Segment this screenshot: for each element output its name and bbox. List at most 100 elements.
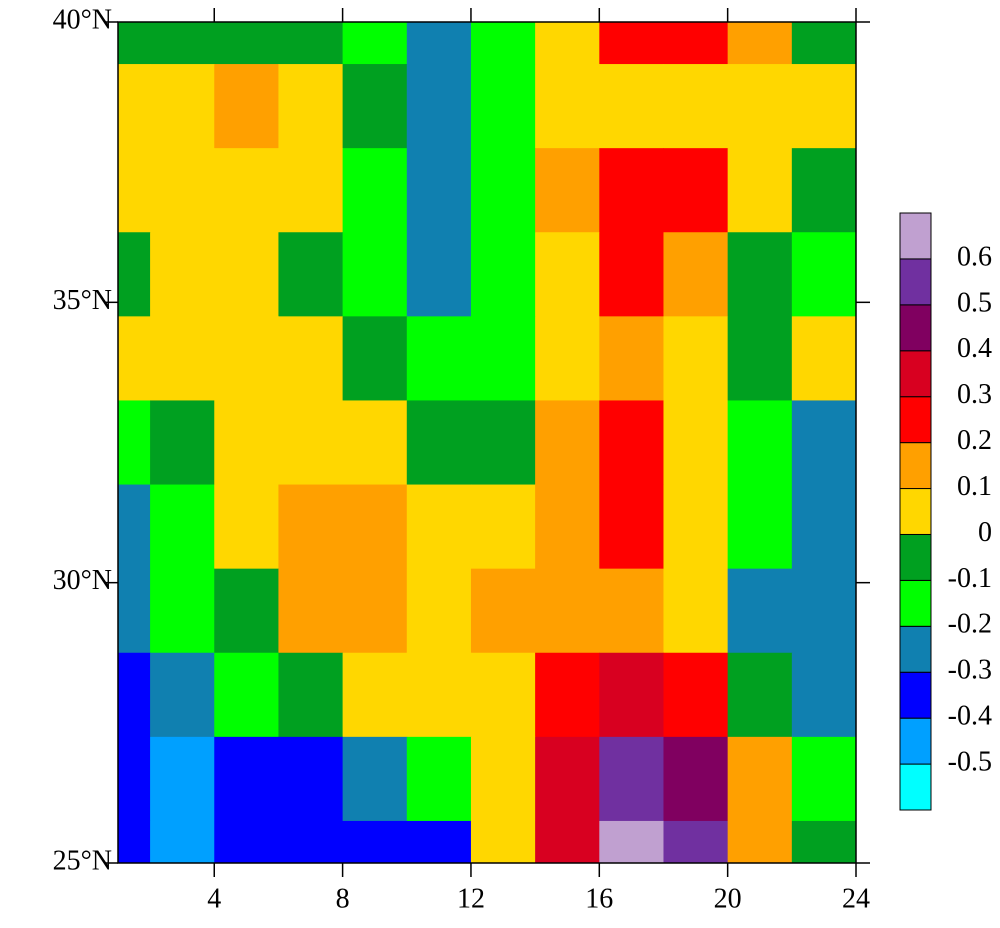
contour-cell	[791, 148, 856, 233]
contour-cell	[470, 568, 536, 654]
contour-cell	[599, 484, 664, 570]
x-tick-label: 4	[207, 883, 221, 914]
contour-cell	[118, 22, 151, 65]
contour-cell	[150, 820, 215, 863]
contour-cell	[406, 484, 472, 570]
contour-cell	[342, 64, 408, 149]
x-tick-label: 8	[336, 883, 350, 914]
contour-cell	[406, 64, 472, 149]
contour-cell	[727, 316, 793, 401]
colorbar-label: 0.1	[957, 471, 992, 502]
contour-cell	[663, 652, 729, 738]
contour-cell	[214, 736, 279, 822]
y-tick-label: 30°N	[53, 565, 112, 596]
contour-cell	[470, 316, 536, 401]
contour-cell	[727, 148, 793, 233]
axes: 4 8 12 16 20 24 25°N 30°N 35°N 40°N -0.5 -0.4 -0.3 -0…	[53, 4, 992, 914]
contour-cell	[791, 736, 856, 822]
contour-cell	[118, 652, 151, 738]
contour-cell	[118, 736, 151, 822]
x-tick-label: 20	[714, 883, 742, 914]
contour-cell	[278, 316, 344, 401]
contour-cell	[535, 64, 600, 149]
contour-cell	[214, 820, 279, 863]
contour-cell	[278, 568, 344, 654]
contour-cell	[278, 736, 344, 822]
contour-cell	[342, 568, 408, 654]
contour-cell	[342, 232, 408, 317]
colorbar-label: 0.2	[957, 425, 992, 456]
contour-cell	[663, 736, 729, 822]
contour-cell	[599, 148, 664, 233]
contour-cell	[599, 568, 664, 654]
colorbar-label: -0.5	[948, 746, 992, 777]
contour-cell	[342, 400, 408, 486]
contour-cell	[727, 820, 793, 863]
contour-cell	[214, 316, 279, 401]
colorbar-box	[899, 212, 932, 260]
colorbar-label: 0.4	[957, 333, 992, 364]
contour-cell	[663, 232, 729, 317]
contour-cell	[535, 568, 600, 654]
contour-cell	[342, 484, 408, 570]
contour-cell	[342, 820, 408, 863]
contour-cell	[727, 652, 793, 738]
contour-cell	[663, 64, 729, 149]
contour-cell	[727, 568, 793, 654]
colorbar-label: -0.4	[948, 701, 992, 732]
contour-cell	[150, 232, 215, 317]
contour-cell	[663, 484, 729, 570]
contour-cell	[470, 64, 536, 149]
contour-cell	[535, 652, 600, 738]
colorbar-box	[899, 442, 932, 490]
contour-cell	[470, 148, 536, 233]
contour-cell	[791, 316, 856, 401]
colorbar-box	[899, 579, 932, 627]
contour-cell	[727, 736, 793, 822]
contour-cell	[118, 400, 151, 486]
contour-cell	[663, 316, 729, 401]
contour-cell	[599, 736, 664, 822]
contour-cell	[663, 820, 729, 863]
contour-cell	[150, 484, 215, 570]
contour-cell	[599, 652, 664, 738]
colorbar-box	[899, 258, 932, 306]
contour-cell	[118, 232, 151, 317]
contour-cell	[278, 232, 344, 317]
contour-cell	[118, 148, 151, 233]
contour-cell	[791, 400, 856, 486]
contour-cell	[791, 22, 856, 65]
contour-cell	[663, 568, 729, 654]
contour-cell	[535, 400, 600, 486]
contour-cell	[406, 148, 472, 233]
colorbar-label: 0.3	[957, 379, 992, 410]
contour-cell	[278, 148, 344, 233]
contour-cell	[214, 568, 279, 654]
contour-cell	[278, 652, 344, 738]
contour-cell	[535, 316, 600, 401]
contour-cell	[342, 22, 408, 65]
contour-cell	[599, 22, 664, 65]
contour-cell	[727, 64, 793, 149]
colorbar-box	[899, 304, 932, 352]
contour-cell	[791, 568, 856, 654]
contour-cell	[470, 652, 536, 738]
y-tick-label: 40°N	[53, 4, 112, 35]
contour-cell	[342, 736, 408, 822]
contour-cell	[214, 652, 279, 738]
colorbar-box	[899, 396, 932, 444]
contour-cell	[150, 568, 215, 654]
colorbar-label: -0.2	[948, 609, 992, 640]
contour-cell	[791, 232, 856, 317]
contour-cell	[535, 736, 600, 822]
contour-cell	[406, 820, 472, 863]
contour-cell	[214, 484, 279, 570]
contour-cell	[535, 148, 600, 233]
contour-cell	[278, 22, 344, 65]
contour-cell	[470, 232, 536, 317]
x-tick-label: 24	[842, 883, 870, 914]
contour-cell	[278, 64, 344, 149]
contour-cell	[599, 316, 664, 401]
contour-cell	[406, 736, 472, 822]
